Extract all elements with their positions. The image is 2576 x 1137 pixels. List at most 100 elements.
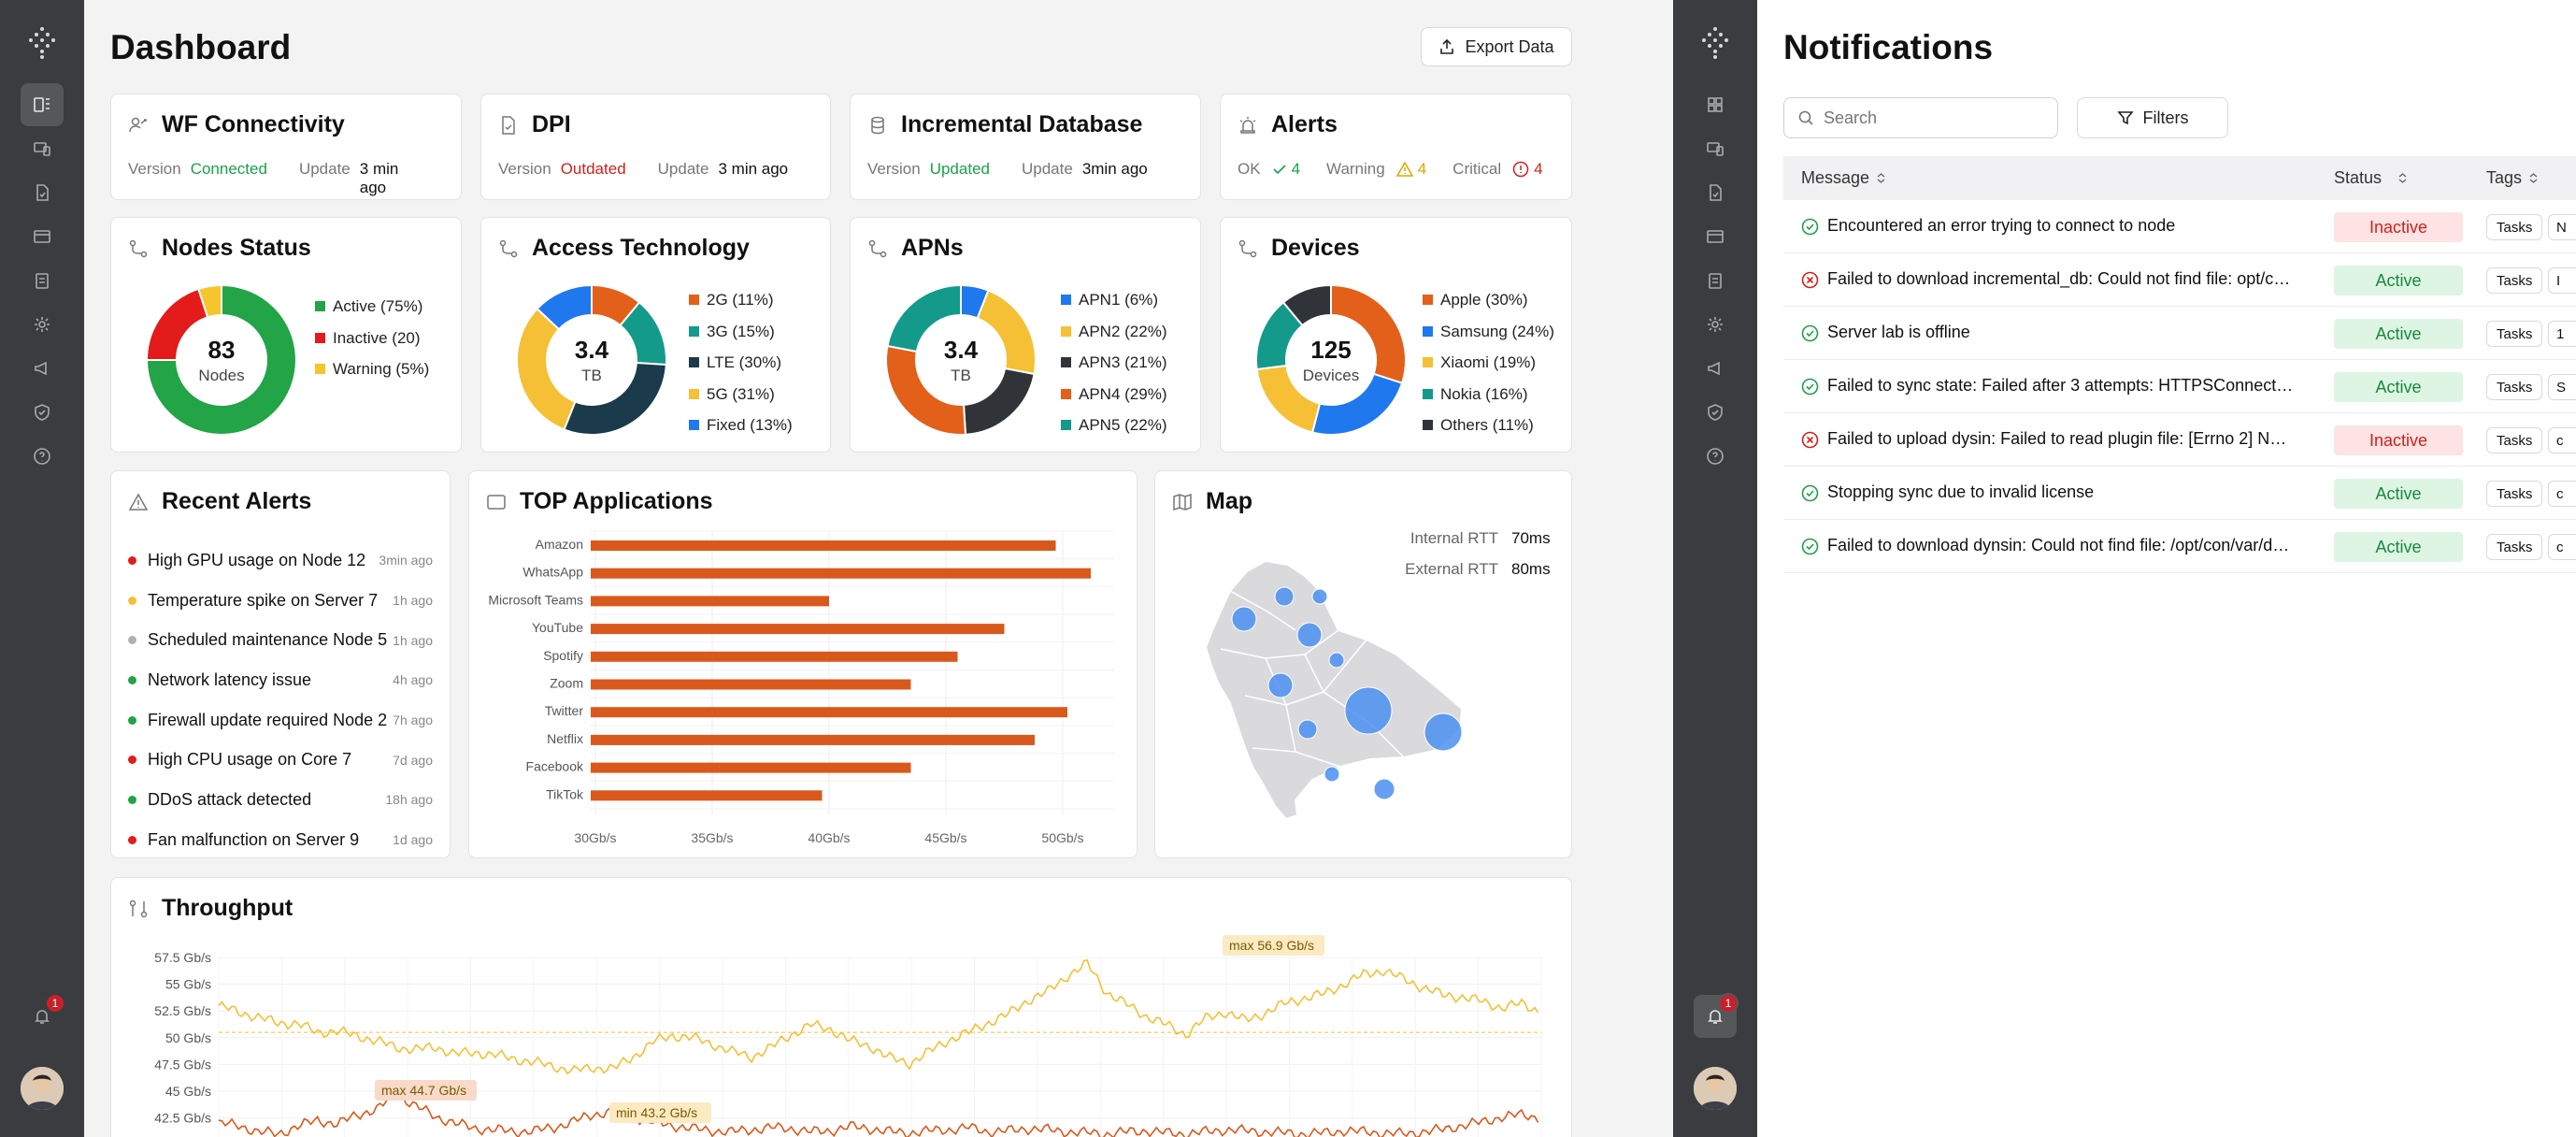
map-marker[interactable] xyxy=(1267,672,1294,698)
tag-chip[interactable]: c xyxy=(2548,481,2576,507)
nav-billing-icon[interactable] xyxy=(21,215,64,258)
donut-slice[interactable] xyxy=(197,283,222,319)
card-title: Map xyxy=(1206,488,1252,514)
column-tags[interactable]: Tags xyxy=(2486,168,2540,188)
donut-legend: 2G (11%) 3G (15%) LTE (30%) 5G (31%) Fixed (… xyxy=(689,284,793,441)
nav-devices-icon[interactable] xyxy=(21,127,64,170)
series-line[interactable] xyxy=(218,1093,1539,1137)
filters-button[interactable]: Filters xyxy=(2077,97,2228,138)
nav-shield-icon[interactable] xyxy=(21,391,64,434)
nav-dashboard-icon[interactable] xyxy=(21,83,64,126)
nav-devices-icon[interactable] xyxy=(1694,127,1737,170)
tag-chip[interactable]: Tasks xyxy=(2486,214,2543,240)
tag-chip[interactable]: Tasks xyxy=(2486,321,2543,347)
alert-item[interactable]: DDoS attack detected 18h ago xyxy=(128,780,433,820)
card-title: Recent Alerts xyxy=(162,488,312,514)
bar[interactable] xyxy=(591,568,1091,579)
notifications-bell-button[interactable]: 1 xyxy=(1694,993,1739,1038)
tag-chip[interactable]: Tasks xyxy=(2486,427,2543,453)
notification-row[interactable]: Encountered an error trying to connect t… xyxy=(1783,200,2576,253)
y-tick-label: 47.5 Gb/s xyxy=(154,1057,211,1072)
nav-help-icon[interactable] xyxy=(21,435,64,478)
alert-item[interactable]: Firewall update required Node 2 7h ago xyxy=(128,700,433,741)
bar[interactable] xyxy=(591,651,958,662)
tag-chip[interactable]: Tasks xyxy=(2486,267,2543,294)
donut-slice[interactable] xyxy=(536,283,593,331)
nav-megaphone-icon[interactable] xyxy=(21,347,64,390)
map-marker[interactable] xyxy=(1296,622,1323,648)
saudi-arabia-map[interactable] xyxy=(1155,471,1572,858)
column-message[interactable]: Message xyxy=(1801,168,1887,188)
tag-chip[interactable]: c xyxy=(2548,427,2576,453)
alert-text: DDoS attack detected xyxy=(148,789,312,809)
notifications-bell-button[interactable]: 1 xyxy=(21,993,65,1038)
nav-help-icon[interactable] xyxy=(1694,435,1737,478)
bar[interactable] xyxy=(591,790,823,801)
column-status[interactable]: Status xyxy=(2334,168,2409,188)
donut-slice[interactable] xyxy=(563,361,667,436)
alert-severity-dot xyxy=(128,636,136,645)
donut-slice[interactable] xyxy=(1281,283,1332,327)
tag-chip[interactable]: 1 xyxy=(2548,321,2576,347)
map-marker[interactable] xyxy=(1324,766,1340,783)
bar[interactable] xyxy=(591,624,1005,635)
map-marker[interactable] xyxy=(1328,652,1345,669)
map-marker[interactable] xyxy=(1344,686,1393,735)
user-avatar[interactable] xyxy=(1694,1067,1737,1110)
alert-item[interactable]: Scheduled maintenance Node 5 1h ago xyxy=(128,620,433,660)
nav-settings-icon[interactable] xyxy=(21,303,64,346)
tag-chip[interactable]: Tasks xyxy=(2486,374,2543,400)
nav-shield-icon[interactable] xyxy=(1694,391,1737,434)
alert-item[interactable]: Network latency issue 4h ago xyxy=(128,660,433,700)
map-marker[interactable] xyxy=(1311,588,1328,605)
user-avatar[interactable] xyxy=(21,1067,64,1110)
alert-item[interactable]: Fan malfunction on Server 9 1d ago xyxy=(128,820,433,857)
donut-slice[interactable] xyxy=(1330,283,1407,384)
bar[interactable] xyxy=(591,707,1067,718)
donut-slice[interactable] xyxy=(886,283,962,353)
y-tick-label: 52.5 Gb/s xyxy=(154,1003,211,1018)
nav-megaphone-icon[interactable] xyxy=(1694,347,1737,390)
alert-item[interactable]: High GPU usage on Node 12 3min ago xyxy=(128,540,433,581)
alert-time: 18h ago xyxy=(385,792,433,808)
map-marker[interactable] xyxy=(1274,586,1295,607)
tag-chip[interactable]: I xyxy=(2548,267,2576,294)
donut-slice[interactable] xyxy=(145,283,297,436)
notification-message: Stopping sync due to invalid license xyxy=(1827,482,2095,501)
y-tick-label: 55 Gb/s xyxy=(165,977,211,992)
incremental-database-card: Incremental Database Version Updated Updat… xyxy=(850,94,1201,200)
nav-billing-icon[interactable] xyxy=(1694,215,1737,258)
notification-row[interactable]: Stopping sync due to invalid license Acti… xyxy=(1783,467,2576,520)
nav-reports-icon[interactable] xyxy=(21,171,64,214)
notification-row[interactable]: Failed to download dynsin: Could not fin… xyxy=(1783,520,2576,573)
alert-item[interactable]: High CPU usage on Core 7 7d ago xyxy=(128,740,433,780)
nav-clipboard-icon[interactable] xyxy=(21,259,64,302)
export-data-button[interactable]: Export Data xyxy=(1421,27,1572,66)
series-line[interactable] xyxy=(218,958,1539,1075)
tag-chip[interactable]: S xyxy=(2548,374,2576,400)
nav-clipboard-icon[interactable] xyxy=(1694,259,1737,302)
map-marker[interactable] xyxy=(1231,606,1257,632)
nav-settings-icon[interactable] xyxy=(1694,303,1737,346)
bar[interactable] xyxy=(591,596,829,607)
bar[interactable] xyxy=(591,762,911,773)
map-marker[interactable] xyxy=(1424,712,1463,752)
map-marker[interactable] xyxy=(1373,778,1395,800)
bar[interactable] xyxy=(591,540,1056,551)
tag-chip[interactable]: Tasks xyxy=(2486,481,2543,507)
bar[interactable] xyxy=(591,679,911,690)
map-marker[interactable] xyxy=(1297,719,1318,740)
tag-chip[interactable]: Tasks xyxy=(2486,534,2543,560)
search-input[interactable]: Search xyxy=(1783,97,2058,138)
tag-chip[interactable]: N xyxy=(2548,214,2576,240)
notification-row[interactable]: Failed to download incremental_db: Could… xyxy=(1783,253,2576,307)
notification-row[interactable]: Failed to upload dysin: Failed to read p… xyxy=(1783,413,2576,467)
notification-row[interactable]: Server lab is offline Active Tasks 1 xyxy=(1783,307,2576,360)
nav-reports-icon[interactable] xyxy=(1694,171,1737,214)
alert-item[interactable]: Temperature spike on Server 7 1h ago xyxy=(128,581,433,621)
nav-grid-icon[interactable] xyxy=(1694,83,1737,126)
notification-row[interactable]: Failed to sync state: Failed after 3 att… xyxy=(1783,360,2576,413)
tag-chip[interactable]: c xyxy=(2548,534,2576,560)
bar[interactable] xyxy=(591,734,1035,745)
notification-message: Failed to upload dysin: Failed to read p… xyxy=(1827,429,2295,448)
